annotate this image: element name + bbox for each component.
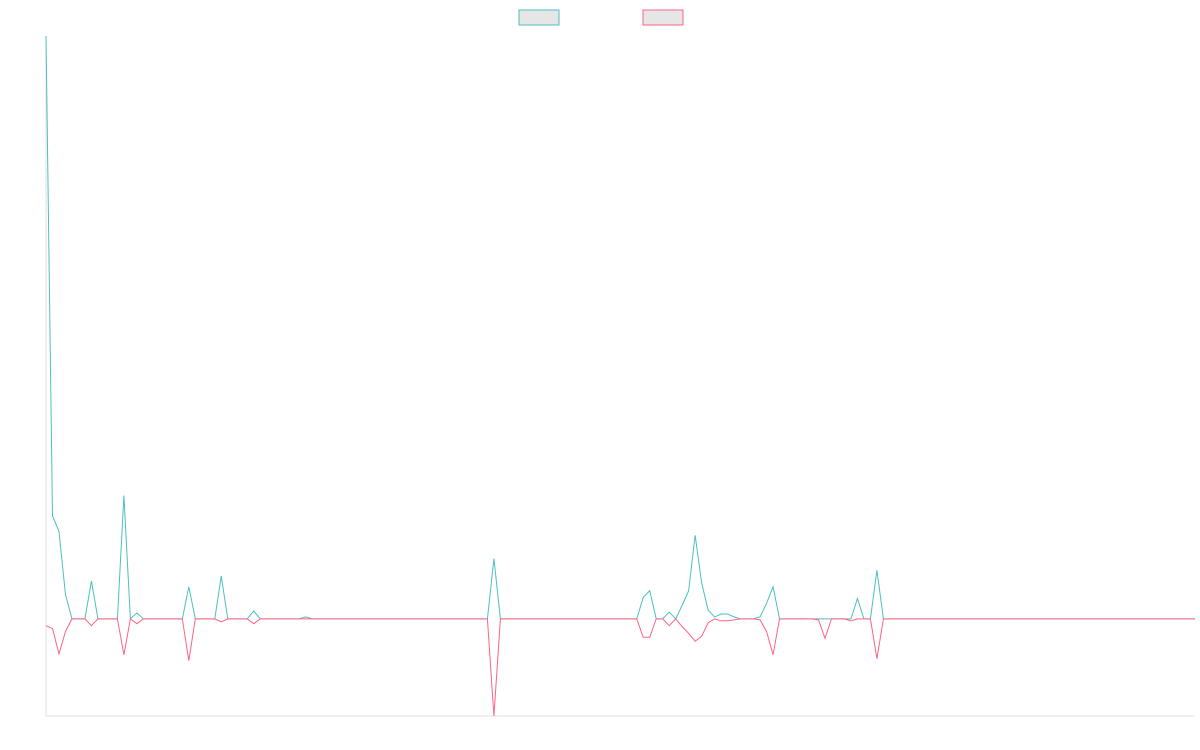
line-series (45, 35, 1195, 620)
legend-marker (642, 9, 684, 26)
line-series (45, 617, 1195, 717)
legend-marker (518, 9, 560, 26)
